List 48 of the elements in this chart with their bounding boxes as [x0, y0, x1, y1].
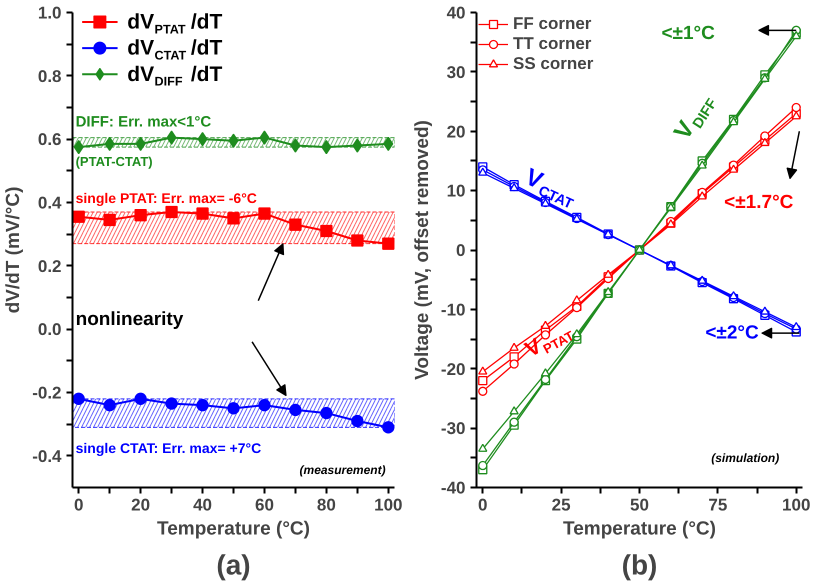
x-tick-label: 25 [552, 496, 571, 514]
y-tick-label: -0.4 [32, 446, 62, 466]
y-tick-label: -0.2 [32, 384, 62, 402]
x-tick-label: 100 [374, 496, 402, 514]
x-tick-label: 40 [193, 496, 212, 514]
y-axis-title: dV/dT (mV/°C) [3, 186, 24, 314]
annotation: DIFF: Err. max<1°C [76, 113, 212, 130]
annotation: VCTAT [521, 163, 576, 213]
y-tick-label: 1.0 [38, 4, 62, 22]
annotation: single CTAT: Err. max= +7°C [76, 440, 262, 456]
annotation: (PTAT-CTAT) [76, 154, 153, 169]
x-axis-title: Temperature (°C) [157, 518, 310, 540]
y-tick-label: 0.6 [38, 130, 62, 150]
y-tick-label: 0.0 [38, 320, 62, 340]
legend-label: SS corner [513, 54, 594, 74]
y-tick-label: 0.4 [38, 194, 62, 212]
x-axis-title: Temperature (°C) [563, 518, 716, 540]
y-tick-label: -40 [440, 478, 466, 498]
annotation: <±1°C [661, 22, 716, 44]
annotation: (measurement) [300, 463, 386, 478]
legend-label: FF corner [513, 14, 592, 34]
y-tick-label: 30 [446, 62, 466, 82]
y-tick-label: 0.2 [38, 256, 62, 276]
annotation: (simulation) [711, 450, 780, 465]
text: (a) [216, 550, 251, 580]
y-tick-label: 10 [446, 182, 466, 201]
x-tick-label: 100 [782, 496, 810, 514]
annotation: <±1.7°C [724, 192, 794, 213]
text: (b) [622, 550, 658, 580]
y-tick-label: 20 [446, 122, 466, 142]
x-tick-label: 0 [478, 496, 488, 514]
annotation: single PTAT: Err. max= -6°C [76, 190, 257, 206]
annotation: nonlinearity [76, 309, 184, 330]
y-tick-label: -10 [440, 300, 466, 320]
y-tick-label: 0.8 [38, 66, 62, 86]
y-tick-label: 0 [456, 241, 466, 260]
y-tick-label: 40 [446, 4, 466, 22]
y-axis-title: Voltage (mV, offset removed) [412, 120, 433, 380]
y-tick-label: -20 [440, 360, 466, 379]
y-tick-label: -30 [440, 419, 466, 438]
x-tick-label: 80 [316, 496, 336, 514]
x-tick-label: 20 [131, 496, 150, 514]
legend-label: TT corner [513, 34, 592, 54]
x-tick-label: 75 [708, 496, 728, 514]
x-tick-label: 0 [74, 496, 84, 514]
x-tick-label: 60 [255, 496, 274, 514]
annotation: <±2°C [705, 322, 760, 344]
x-tick-label: 50 [630, 496, 649, 514]
